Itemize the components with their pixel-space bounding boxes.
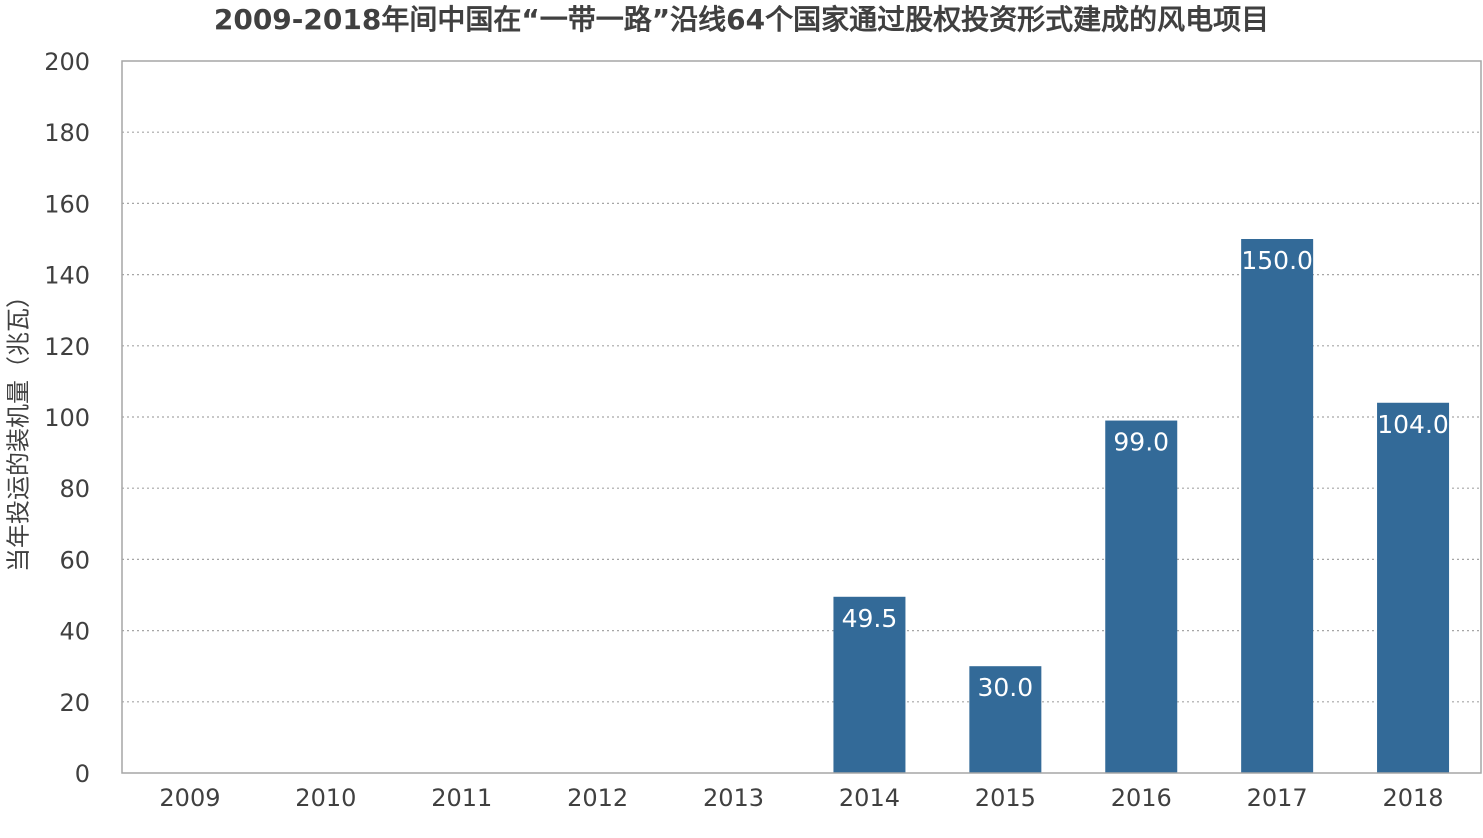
y-tick-label: 180 <box>44 119 90 147</box>
y-tick-label: 160 <box>44 190 90 218</box>
x-tick-label-2012: 2012 <box>567 784 628 812</box>
x-tick-label-2013: 2013 <box>703 784 764 812</box>
bars <box>833 239 1450 773</box>
y-tick-label: 120 <box>44 333 90 361</box>
gridlines <box>122 131 1481 703</box>
y-tick-label: 0 <box>75 760 90 788</box>
x-tick-labels: 2009 2010 2011 2012 2013 2014 2015 2016 2017 2018 <box>159 784 1443 812</box>
y-tick-label: 140 <box>44 262 90 290</box>
data-label-2014: 49.5 <box>842 604 898 633</box>
data-label-2015: 30.0 <box>978 673 1034 702</box>
x-tick-label-2010: 2010 <box>295 784 356 812</box>
x-tick-label-2014: 2014 <box>839 784 900 812</box>
plot-frame <box>121 60 1482 774</box>
data-label-2017: 150.0 <box>1241 246 1313 275</box>
bar-2017 <box>1241 239 1314 773</box>
y-tick-label: 200 <box>44 48 90 76</box>
y-tick-label: 100 <box>44 404 90 432</box>
y-tick-label: 60 <box>59 546 90 574</box>
data-labels: 49.5 30.0 99.0 150.0 104.0 <box>842 246 1449 702</box>
data-label-2016: 99.0 <box>1113 428 1169 457</box>
x-tick-label-2015: 2015 <box>975 784 1036 812</box>
x-tick-label-2011: 2011 <box>431 784 492 812</box>
data-label-2018: 104.0 <box>1377 410 1449 439</box>
chart-title: 2009-2018年间中国在“一带一路”沿线64个国家通过股权投资形式建成的风电… <box>213 3 1270 36</box>
y-tick-labels: 0 20 40 60 80 100 120 140 160 180 200 <box>44 48 90 788</box>
y-tick-label: 80 <box>59 475 90 503</box>
bar-2015 <box>969 666 1042 773</box>
bar-2016 <box>1105 420 1178 773</box>
y-tick-label: 20 <box>59 689 90 717</box>
bar-2018 <box>1377 402 1450 773</box>
bar-2014 <box>833 596 906 773</box>
x-tick-label-2009: 2009 <box>159 784 220 812</box>
y-tick-label: 40 <box>59 618 90 646</box>
x-tick-label-2017: 2017 <box>1247 784 1308 812</box>
x-tick-label-2018: 2018 <box>1383 784 1444 812</box>
x-tick-label-2016: 2016 <box>1111 784 1172 812</box>
